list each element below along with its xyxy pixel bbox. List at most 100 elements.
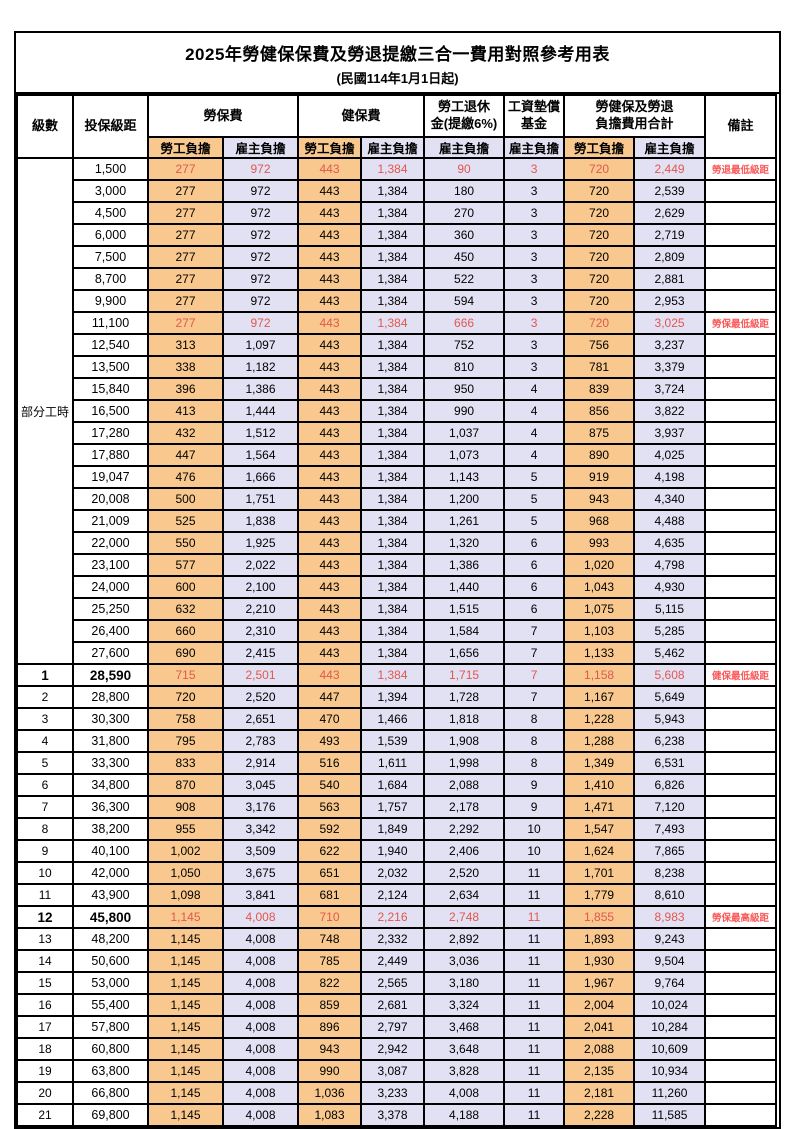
table-row: 27,600 690 2,415 443 1,384 1,656 7 1,133 5,462	[17, 641, 778, 665]
page-subtitle: (民國114年1月1日起)	[336, 71, 459, 86]
table-row: 4,500 277 972 443 1,384 270 3 720 2,629	[17, 201, 778, 225]
cell-bracket: 48,200	[72, 927, 149, 951]
cell-health-employer: 1,384	[360, 355, 426, 379]
cell-remark	[704, 949, 778, 973]
cell-bracket: 28,590	[72, 663, 149, 687]
col-header-labor-fee: 勞保費	[146, 94, 300, 138]
cell-health-employer: 1,384	[360, 597, 426, 621]
cell-bracket: 40,100	[72, 839, 149, 863]
cell-remark	[704, 399, 778, 423]
table-row: 部分工時 1,500 277 972 443 1,384 90 3 720 2,449 勞退最低級距	[16, 157, 778, 665]
table-row: 7 36,300 908 3,176 563 1,757 2,178 9 1,471 7,120	[16, 795, 778, 819]
table-row: 13 48,200 1,145 4,008 748 2,332 2,892 11 1,893 9,…	[16, 927, 778, 951]
cell-remark: 健保最低級距	[704, 663, 778, 687]
cell-labor-employer: 1,444	[221, 399, 300, 423]
cell-labor-employee: 476	[147, 465, 224, 489]
cell-labor-employer: 4,008	[221, 993, 300, 1017]
cell-health-employee: 785	[297, 949, 363, 973]
cell-labor-employee: 550	[147, 531, 224, 555]
cell-remark	[704, 773, 778, 797]
cell-bracket: 8,700	[72, 267, 149, 291]
cell-health-employee: 563	[297, 795, 363, 819]
cell-health-employee: 896	[297, 1015, 363, 1039]
cell-total-employer: 4,488	[633, 509, 707, 533]
cell-wage-fund-employer: 11	[503, 883, 566, 907]
table-row: 23,100 577 2,022 443 1,384 1,386 6 1,020 4,798	[17, 553, 778, 577]
cell-health-employer: 1,394	[360, 685, 426, 709]
cell-labor-employer: 1,564	[221, 443, 300, 467]
cell-level: 6	[16, 773, 74, 797]
cell-labor-employer: 972	[221, 289, 300, 313]
cell-level: 20	[16, 1081, 74, 1105]
col-header-remark: 備註	[704, 94, 778, 159]
cell-labor-employer: 1,751	[221, 487, 300, 511]
cell-total-employee: 1,624	[563, 839, 636, 863]
cell-health-employee: 443	[297, 509, 363, 533]
cell-labor-employee: 1,145	[147, 1059, 224, 1083]
cell-health-employee: 1,036	[297, 1081, 363, 1105]
cell-bracket: 26,400	[72, 619, 149, 643]
cell-health-employee: 592	[297, 817, 363, 841]
cell-labor-employer: 972	[221, 245, 300, 269]
table-row: 9,900 277 972 443 1,384 594 3 720 2,953	[17, 289, 778, 313]
cell-remark	[704, 553, 778, 577]
cell-pension-employer: 4,008	[423, 1081, 506, 1105]
table-row: 8 38,200 955 3,342 592 1,849 2,292 10 1,547 7,493	[16, 817, 778, 841]
cell-wage-fund-employer: 3	[503, 267, 566, 291]
cell-remark	[704, 927, 778, 951]
cell-labor-employer: 4,008	[221, 927, 300, 951]
cell-total-employee: 943	[563, 487, 636, 511]
cell-health-employer: 1,384	[360, 245, 426, 269]
cell-labor-employee: 1,145	[147, 905, 224, 929]
cell-pension-employer: 2,178	[423, 795, 506, 819]
cell-labor-employer: 1,666	[221, 465, 300, 489]
cell-health-employee: 822	[297, 971, 363, 995]
cell-pension-employer: 90	[423, 157, 506, 181]
cell-health-employer: 1,466	[360, 707, 426, 731]
cell-labor-employee: 277	[147, 245, 224, 269]
table-row: 11,100 277 972 443 1,384 666 3 720 3,025 勞保最低級距	[17, 311, 778, 335]
table-row: 16,500 413 1,444 443 1,384 990 4 856 3,822	[17, 399, 778, 423]
cell-labor-employer: 2,783	[221, 729, 300, 753]
cell-level: 9	[16, 839, 74, 863]
table-row: 12 45,800 1,145 4,008 710 2,216 2,748 11 1,855 8,…	[16, 905, 778, 929]
cell-health-employer: 1,384	[360, 575, 426, 599]
subheader-total-employer: 雇主負擔	[633, 136, 707, 159]
cell-labor-employee: 715	[147, 663, 224, 687]
cell-wage-fund-employer: 5	[503, 509, 566, 533]
table-row: 19 63,800 1,145 4,008 990 3,087 3,828 11 2,135 10…	[16, 1059, 778, 1083]
cell-bracket: 53,000	[72, 971, 149, 995]
cell-labor-employee: 432	[147, 421, 224, 445]
cell-health-employer: 1,384	[360, 289, 426, 313]
col-header-bracket: 投保級距	[72, 94, 149, 159]
cell-pension-employer: 1,320	[423, 531, 506, 555]
cell-total-employer: 4,340	[633, 487, 707, 511]
cell-total-employee: 1,930	[563, 949, 636, 973]
cell-wage-fund-employer: 4	[503, 377, 566, 401]
cell-remark	[704, 1103, 778, 1127]
cell-health-employer: 2,216	[360, 905, 426, 929]
table-row: 6,000 277 972 443 1,384 360 3 720 2,719	[17, 223, 778, 247]
cell-total-employer: 2,629	[633, 201, 707, 225]
cell-level: 17	[16, 1015, 74, 1039]
cell-total-employer: 8,610	[633, 883, 707, 907]
cell-health-employee: 443	[297, 289, 363, 313]
cell-health-employee: 710	[297, 905, 363, 929]
cell-health-employee: 443	[297, 377, 363, 401]
cell-wage-fund-employer: 11	[503, 993, 566, 1017]
cell-level: 7	[16, 795, 74, 819]
cell-labor-employee: 313	[147, 333, 224, 357]
cell-labor-employer: 3,342	[221, 817, 300, 841]
cell-pension-employer: 180	[423, 179, 506, 203]
cell-pension-employer: 3,180	[423, 971, 506, 995]
table-row: 20,008 500 1,751 443 1,384 1,200 5 943 4,340	[17, 487, 778, 511]
table-row: 7,500 277 972 443 1,384 450 3 720 2,809	[17, 245, 778, 269]
cell-total-employer: 8,238	[633, 861, 707, 885]
cell-bracket: 9,900	[72, 289, 149, 313]
table-row: 1 28,590 715 2,501 443 1,384 1,715 7 1,158 5,608 健…	[16, 663, 778, 687]
cell-labor-employee: 1,145	[147, 1037, 224, 1061]
table-row: 21 69,800 1,145 4,008 1,083 3,378 4,188 11 2,228…	[16, 1103, 778, 1127]
cell-level: 4	[16, 729, 74, 753]
table-row: 5 33,300 833 2,914 516 1,611 1,998 8 1,349 6,531	[16, 751, 778, 775]
cell-labor-employer: 1,838	[221, 509, 300, 533]
